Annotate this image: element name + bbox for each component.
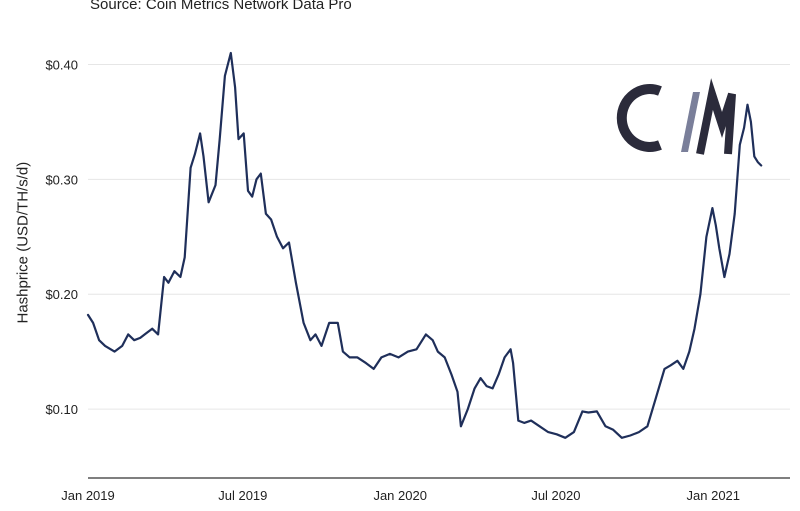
logo-m-shape bbox=[696, 78, 736, 155]
logo-slash bbox=[681, 92, 700, 152]
y-tick-label: $0.30 bbox=[45, 172, 78, 187]
y-tick-labels: $0.10 $0.20 $0.30 $0.40 bbox=[45, 57, 78, 417]
x-tick-label: Jan 2020 bbox=[373, 488, 427, 503]
y-tick-label: $0.40 bbox=[45, 57, 78, 72]
x-tick-label: Jul 2020 bbox=[531, 488, 580, 503]
logo-c-shape bbox=[616, 84, 662, 152]
x-tick-label: Jul 2019 bbox=[218, 488, 267, 503]
y-tick-label: $0.10 bbox=[45, 402, 78, 417]
source-caption: Source: Coin Metrics Network Data Pro bbox=[90, 0, 352, 13]
x-tick-labels: Jan 2019 Jul 2019 Jan 2020 Jul 2020 Jan 2021 bbox=[61, 488, 740, 503]
x-tick-label: Jan 2019 bbox=[61, 488, 115, 503]
coin-metrics-logo bbox=[616, 78, 736, 155]
hashprice-line bbox=[86, 51, 763, 439]
x-tick-label: Jan 2021 bbox=[687, 488, 741, 503]
y-tick-label: $0.20 bbox=[45, 287, 78, 302]
gridlines bbox=[88, 63, 790, 410]
